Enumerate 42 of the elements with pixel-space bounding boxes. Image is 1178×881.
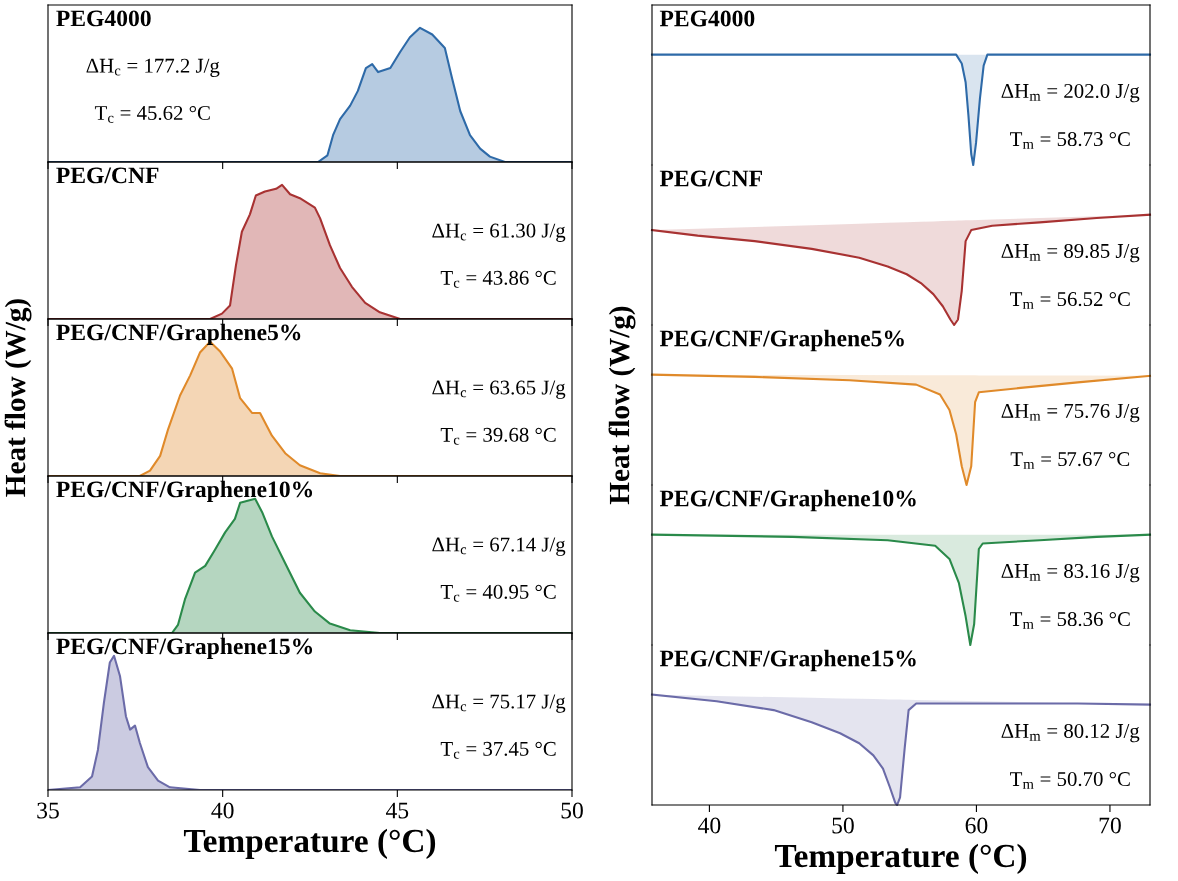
x-axis-title: Temperature (°C) <box>774 843 1027 874</box>
annotation: T$_{c}$ = 45.62 °C <box>94 105 210 123</box>
chart-title: PEG/CNF/Graphene5% <box>56 323 301 346</box>
annotation: T$_{m}$ = 56.52 °C <box>1010 292 1130 309</box>
annotation: ΔH$_{c}$ = 63.65 J/g <box>432 380 566 399</box>
chart-title: PEG/CNF/Graphene15% <box>56 637 313 660</box>
annotation: ΔH$_{c}$ = 177.2 J/g <box>86 58 220 77</box>
x-tick-label: 60 <box>965 817 988 834</box>
x-tick-label: 50 <box>561 802 583 819</box>
annotation: T$_{c}$ = 43.86 °C <box>440 270 556 288</box>
x-tick-label: 50 <box>832 817 854 834</box>
annotation: ΔH$_{m}$ = 75.76 J/g <box>1001 403 1140 423</box>
y-axis-title: Heat flow (W/g) <box>4 299 32 497</box>
annotation: T$_{m}$ = 50.70 °C <box>1010 772 1130 789</box>
chart-title: PEG4000 <box>56 10 151 27</box>
chart-title: PEG/CNF <box>659 170 762 187</box>
annotation: ΔH$_{m}$ = 89.85 J/g <box>1001 243 1140 263</box>
annotation: T$_{c}$ = 39.68 °C <box>440 427 556 445</box>
annotation: T$_{m}$ = 58.73 °C <box>1010 132 1130 149</box>
x-tick-label: 35 <box>37 802 59 819</box>
annotation: ΔH$_{c}$ = 67.14 J/g <box>432 537 566 556</box>
annotation: ΔH$_{c}$ = 75.17 J/g <box>432 694 566 713</box>
x-tick-label: 45 <box>385 802 409 819</box>
x-tick-label: 70 <box>1099 817 1121 834</box>
annotation: ΔH$_{c}$ = 61.30 J/g <box>432 223 566 242</box>
annotation: ΔH$_{m}$ = 202.0 J/g <box>1001 83 1140 103</box>
chart-title: PEG/CNF <box>56 167 159 184</box>
chart-title: PEG/CNF/Graphene10% <box>659 489 916 512</box>
annotation: ΔH$_{m}$ = 83.16 J/g <box>1001 563 1140 583</box>
x-tick-label: 40 <box>211 802 234 819</box>
x-axis-title: Temperature (°C) <box>183 828 436 859</box>
chart-title: PEG/CNF/Graphene15% <box>659 649 916 672</box>
annotation: T$_{m}$ = 57.67 °C <box>1010 452 1130 469</box>
chart-title: PEG4000 <box>659 10 755 27</box>
chart-title: PEG/CNF/Graphene5% <box>659 329 904 352</box>
x-tick-label: 40 <box>698 817 721 834</box>
y-axis-title: Heat flow (W/g) <box>608 306 636 505</box>
annotation: T$_{c}$ = 37.45 °C <box>440 741 556 759</box>
annotation: ΔH$_{m}$ = 80.12 J/g <box>1001 723 1140 743</box>
annotation: T$_{m}$ = 58.36 °C <box>1010 612 1130 629</box>
chart-title: PEG/CNF/Graphene10% <box>56 480 313 503</box>
annotation: T$_{c}$ = 40.95 °C <box>440 584 556 602</box>
